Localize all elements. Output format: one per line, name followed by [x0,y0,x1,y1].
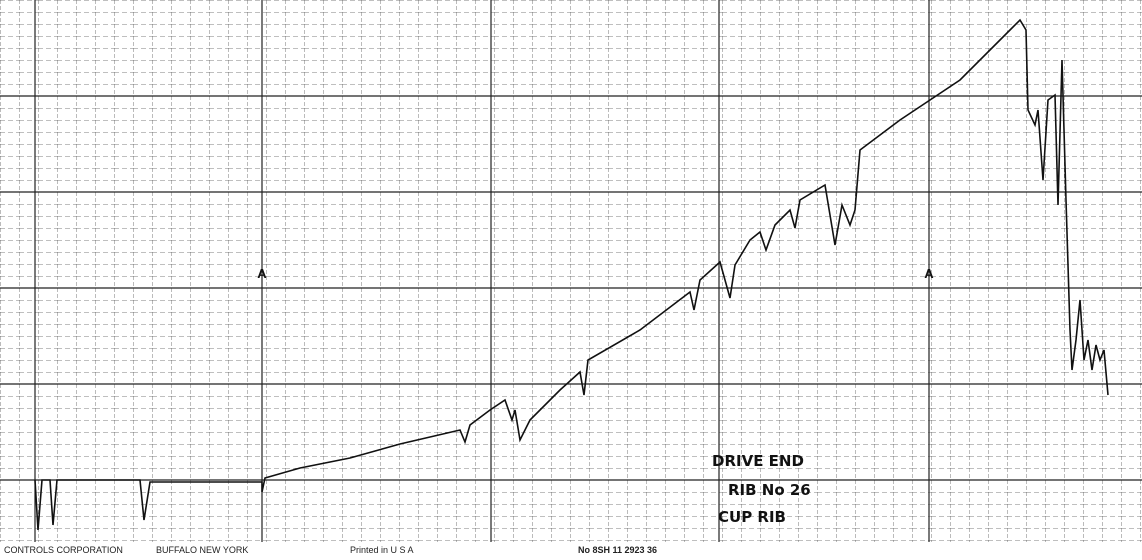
annotation: RIB No 26 [728,481,811,499]
marker-label: A [924,266,934,281]
grid-minor [0,0,1142,542]
trace [34,18,1109,531]
footer-printed: Printed in U S A [350,545,414,555]
footer-city: BUFFALO NEW YORK [156,545,248,555]
footer-company: CONTROLS CORPORATION [4,545,123,555]
marker-label: A [257,266,267,281]
footer-strip [0,542,1142,560]
footer-number: No 8SH 11 2923 36 [578,545,657,555]
grid-major [0,0,1142,542]
annotation: DRIVE END [712,452,804,470]
annotation: CUP RIB [718,508,786,526]
